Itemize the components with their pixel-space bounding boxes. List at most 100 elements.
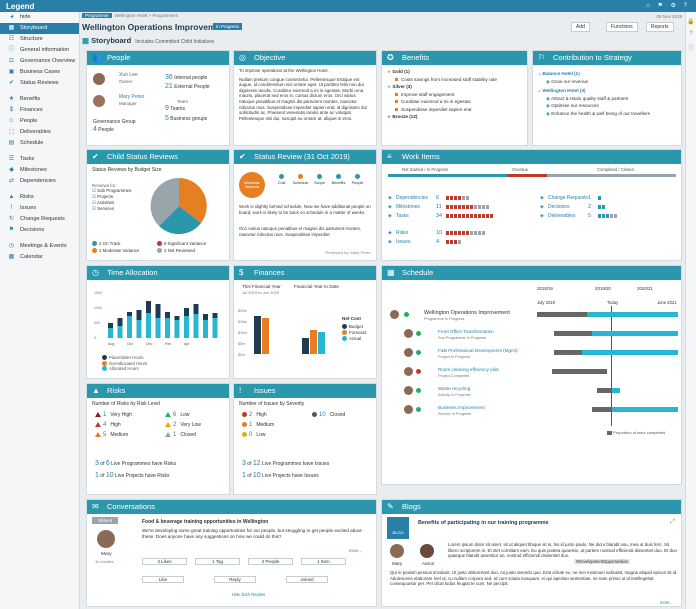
pie-slice-moderate xyxy=(179,178,207,223)
severity-dot xyxy=(312,412,317,418)
sidebar-item-change-requests[interactable]: ↻ Change Requests xyxy=(0,214,79,225)
reaction-dropdown[interactable]: 3 Likes xyxy=(142,558,187,565)
help-icon[interactable]: ? xyxy=(689,31,693,37)
breadcrumb[interactable]: Programme Wellington Hotel > Programmes xyxy=(82,13,178,18)
strategy-item[interactable]: ◉ Attract & retain quality staff & partn… xyxy=(546,95,629,101)
work-item-row[interactable]: ◈ Risks 10 xyxy=(388,229,538,238)
item-tick xyxy=(482,204,485,209)
sidebar-item-status-reviews[interactable]: ✔ Status Reviews xyxy=(0,78,79,89)
work-item-row[interactable]: ◈ Issues 4 xyxy=(388,238,538,247)
sidebar-item-deliverables[interactable]: ⬚ Deliverables xyxy=(0,127,79,138)
dependency-icon: ⇄ xyxy=(8,178,15,184)
avatar[interactable] xyxy=(93,95,105,107)
sidebar-item-governance-overview[interactable]: ⚖ Governance Overview xyxy=(0,56,79,67)
lock-icon[interactable]: 🔒 xyxy=(687,19,695,25)
work-item-row[interactable]: ◈ Decisions 2 xyxy=(540,203,680,212)
sidebar-item-calendar[interactable]: ▦ Calendar xyxy=(0,252,79,263)
avatar[interactable] xyxy=(390,544,404,558)
kpi-dot xyxy=(298,174,303,179)
benefit-group[interactable]: ★ Silver (3) xyxy=(387,84,412,89)
reaction-dropdown[interactable]: 1 Tag xyxy=(195,558,240,565)
reaction-dropdown[interactable]: 1 Item xyxy=(301,558,346,565)
benefit-item[interactable]: Suspendisse imperdiet sapien erat xyxy=(387,106,522,114)
sidebar-item-finances[interactable]: $ Finances xyxy=(0,105,79,116)
work-item-row[interactable]: ◈ Milestones 11 xyxy=(388,203,538,212)
pie-slice-on-track xyxy=(159,206,201,235)
strategy-item[interactable]: ◉ Optimise our resources xyxy=(546,103,599,108)
placeholder-bar xyxy=(165,312,170,318)
benefit-group[interactable]: ★ Gold (1) xyxy=(387,69,410,74)
sidebar-item-structure[interactable]: ☷ Structure xyxy=(0,34,79,45)
level-item[interactable]: 1 Medium xyxy=(242,422,274,428)
sidebar-item-meetings-events[interactable]: ◷ Meetings & Events xyxy=(0,241,79,252)
benefit-item[interactable]: Costs savings from increased staff stabi… xyxy=(387,76,522,84)
checkbox-icon: ☑ xyxy=(92,200,97,205)
conversation-action-button[interactable]: Like xyxy=(142,576,184,583)
manager-name[interactable]: Mary Perez xyxy=(119,94,145,100)
level-item[interactable]: 10 Closed xyxy=(312,412,345,418)
risk-icon: ▲ xyxy=(8,194,15,200)
sidebar-item-benefits[interactable]: ★ Benefits xyxy=(0,94,79,105)
internal-people-link[interactable]: Internal people xyxy=(174,75,208,81)
level-item[interactable]: 2 Very Low xyxy=(165,422,201,428)
info-icon[interactable]: ⓘ xyxy=(687,46,694,52)
strategy-item[interactable]: ◉ Grow our revenue xyxy=(546,78,589,84)
sidebar-item-decisions[interactable]: ⚑ Decisions xyxy=(0,225,79,236)
strategy-item[interactable]: ◉ Enhance the health & well being of our… xyxy=(546,110,650,116)
sidebar-item-schedule[interactable]: ▤ Schedule xyxy=(0,138,79,149)
review-icon: ✔ xyxy=(8,80,15,86)
strategy-group[interactable]: ⛬ Wellington Hotel (3) xyxy=(538,88,586,93)
work-item-row[interactable]: ◈ Tasks 34 xyxy=(388,212,538,221)
avatar[interactable] xyxy=(97,530,115,548)
legend-item: Allocated Hours xyxy=(92,366,224,372)
filter-checkbox[interactable]: ☑ Sub Programmes xyxy=(92,188,132,193)
placeholder-bar xyxy=(127,312,132,316)
placeholder-bar xyxy=(136,310,142,320)
sidebar-item-hide[interactable]: ◂ hide xyxy=(0,12,79,23)
sidebar-item-business-cases[interactable]: ▣ Business Cases xyxy=(0,67,79,78)
sidebar-item-risks[interactable]: ▲ Risks xyxy=(0,192,79,203)
sidebar-item-people[interactable]: ☺ People xyxy=(0,116,79,127)
sidebar-item-label: Issues xyxy=(20,205,37,211)
sidebar-item-tasks[interactable]: ☰ Tasks xyxy=(0,154,79,165)
reports-button[interactable]: Reports xyxy=(646,22,674,32)
allocated-bar xyxy=(184,316,189,338)
functions-button[interactable]: Functions xyxy=(606,22,638,32)
tick-label: Apr xyxy=(184,342,190,346)
conversation-action-button[interactable]: Joined xyxy=(286,576,328,583)
work-item-row[interactable]: ◈ Change Requests1 xyxy=(540,194,680,203)
level-item[interactable]: 6 Low xyxy=(165,412,190,418)
finance-bar xyxy=(262,318,269,354)
benefit-item[interactable]: Curabitur euismod a mi in egestas xyxy=(387,98,522,106)
level-item[interactable]: 1 Closed xyxy=(165,432,196,438)
work-item-row[interactable]: ◈ Deliverables 5 xyxy=(540,212,680,221)
sidebar-item-milestones[interactable]: ◆ Milestones xyxy=(0,165,79,176)
conversation-action-button[interactable]: Reply xyxy=(214,576,256,583)
level-item[interactable]: 4 High xyxy=(95,422,121,428)
legend-item: Forecast xyxy=(342,330,366,336)
sidebar-item-storyboard[interactable]: ▦ Storyboard xyxy=(0,23,79,34)
level-item[interactable]: 1 Very High xyxy=(95,412,132,418)
filter-checkbox[interactable]: ☑ Projects xyxy=(92,194,114,199)
benefit-item[interactable]: Improve staff engagement xyxy=(387,91,522,99)
work-item-row[interactable]: ◈ Dependencies 6 xyxy=(388,194,538,203)
reaction-dropdown[interactable]: 4 People xyxy=(248,558,293,565)
filter-checkbox[interactable]: ☑ Activities xyxy=(92,200,115,205)
filter-checkbox[interactable]: ☑ Services xyxy=(92,206,114,211)
sidebar-item-dependencies[interactable]: ⇄ Dependencies xyxy=(0,176,79,187)
sidebar-item-issues[interactable]: ! Issues xyxy=(0,203,79,214)
sidebar-item-general-information[interactable]: ⓘ General information xyxy=(0,45,79,56)
strategy-group[interactable]: ⛬ Balance Hotel (1) xyxy=(538,71,580,76)
gantt-completed xyxy=(537,312,587,317)
avatar[interactable] xyxy=(420,544,434,558)
add-button[interactable]: Add xyxy=(571,22,590,32)
expand-icon[interactable]: ⤢ xyxy=(670,519,675,525)
level-item[interactable]: 5 Medium xyxy=(95,432,128,438)
avatar[interactable] xyxy=(93,73,105,85)
owner-name[interactable]: Xun Lee xyxy=(119,72,138,78)
top-icons[interactable]: ⌂ ⚑ ⚙ ? xyxy=(646,3,690,9)
item-tick xyxy=(598,195,601,200)
level-item[interactable]: 0 Low xyxy=(242,432,266,438)
level-item[interactable]: 2 High xyxy=(242,412,267,418)
benefit-group[interactable]: ★ Bronze (12) xyxy=(387,114,418,119)
